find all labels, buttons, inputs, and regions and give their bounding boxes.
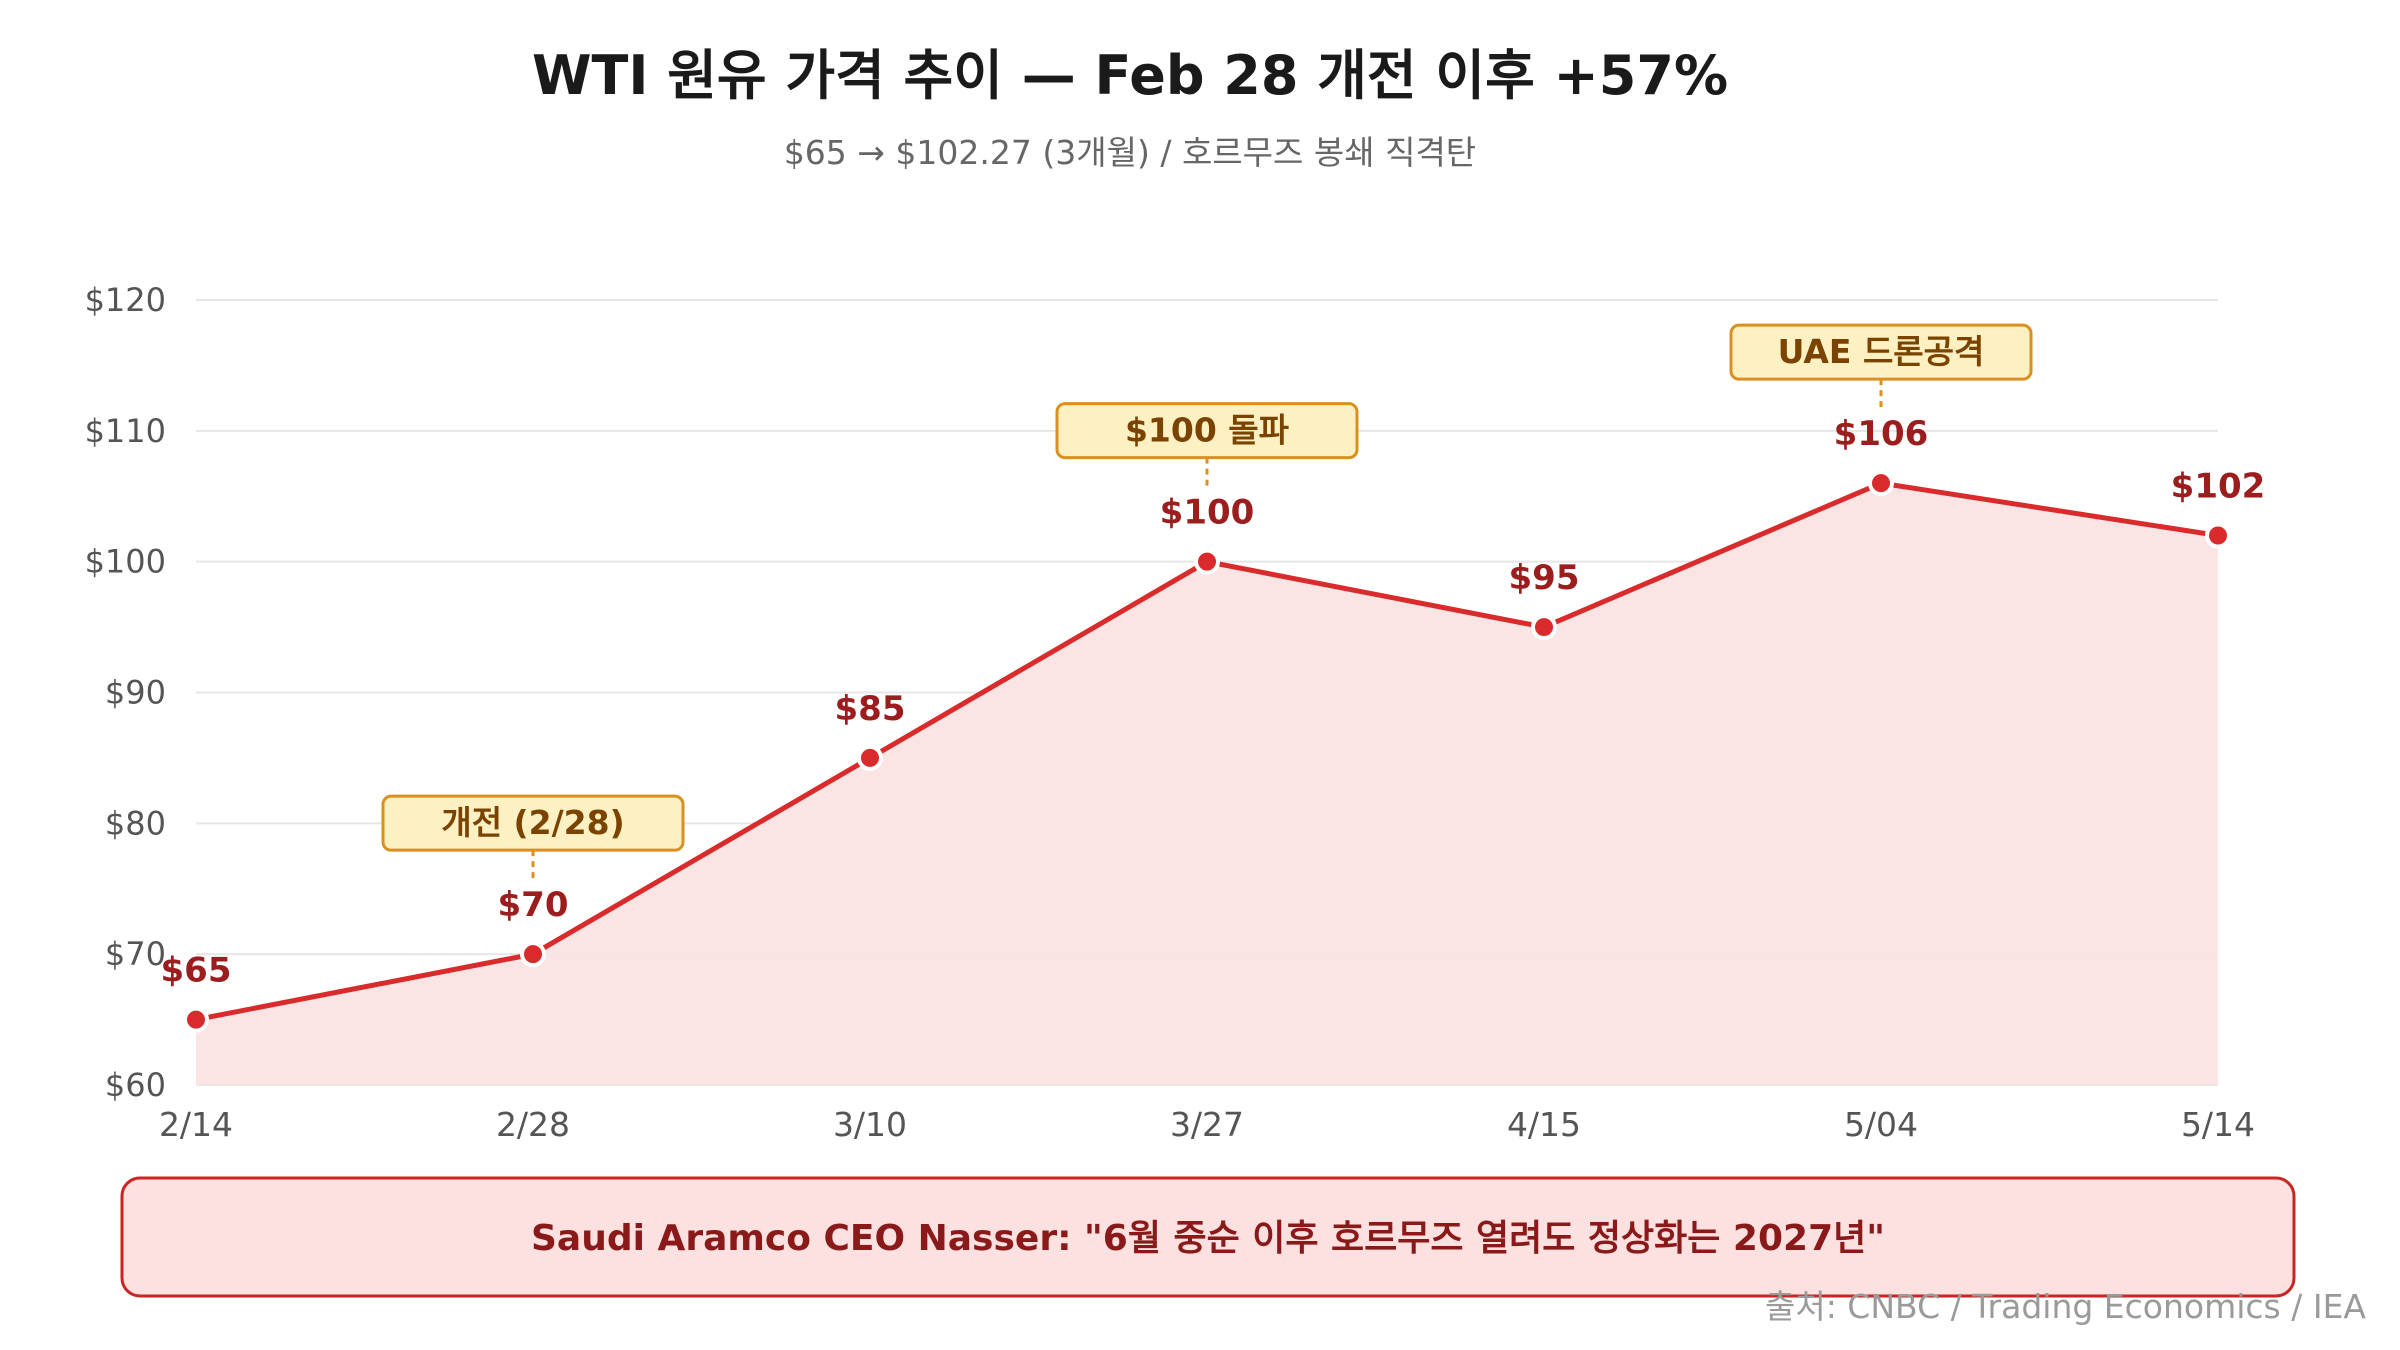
data-point	[2205, 522, 2231, 549]
data-point	[183, 1006, 209, 1033]
y-tick-label: $60	[105, 1066, 166, 1104]
x-tick-label: 5/14	[2181, 1105, 2255, 1144]
y-tick-label: $120	[85, 281, 166, 319]
annotation-box	[381, 794, 685, 852]
data-label: $95	[1509, 558, 1580, 598]
x-tick-label: 4/15	[1507, 1105, 1581, 1144]
data-label: $65	[161, 951, 232, 991]
data-point	[1194, 548, 1220, 575]
y-axis-ticks: $60 $70 $80 $90 $100 $110 $120	[85, 281, 166, 1104]
chart-title: WTI 원유 가격 추이 — Feb 28 개전 이후 +57%	[532, 44, 1728, 107]
source-text: 출처: CNBC / Trading Economics / IEA	[1765, 1287, 2366, 1326]
data-label: $102	[2171, 467, 2266, 507]
data-label: $85	[835, 689, 906, 729]
annotations: 개전 (2/28) $100 돌파 UAE 드론공격	[381, 323, 2033, 883]
area-fill	[196, 483, 2218, 1086]
annotation-box	[1729, 323, 2033, 381]
data-point	[1531, 614, 1557, 641]
data-point	[520, 941, 546, 968]
x-tick-label: 3/10	[833, 1105, 907, 1144]
annotation-box	[1055, 402, 1359, 460]
data-label: $100	[1160, 493, 1255, 533]
data-points	[183, 470, 2231, 1033]
annotation-label: UAE 드론공격	[1778, 332, 1985, 371]
x-tick-label: 2/14	[159, 1105, 233, 1144]
y-tick-label: $100	[85, 543, 166, 581]
data-point	[1868, 470, 1894, 497]
y-tick-label: $80	[105, 804, 166, 842]
data-point	[857, 744, 883, 771]
chart-subtitle: $65 → $102.27 (3개월) / 호르무즈 봉쇄 직격탄	[784, 133, 1476, 172]
quote-box	[120, 1176, 2296, 1298]
y-tick-label: $90	[105, 674, 166, 712]
x-axis-ticks: 2/14 2/28 3/10 3/27 4/15 5/04 5/14	[159, 1105, 2255, 1144]
data-label: $70	[498, 885, 569, 925]
x-tick-label: 3/27	[1170, 1105, 1244, 1144]
x-tick-label: 2/28	[496, 1105, 570, 1144]
data-label: $106	[1834, 414, 1929, 454]
data-labels: $65 $70 $85 $100 $95 $106 $102	[161, 414, 2266, 990]
annotation-label: $100 돌파	[1125, 411, 1290, 450]
x-tick-label: 5/04	[1844, 1105, 1918, 1144]
quote-text: Saudi Aramco CEO Nasser: "6월 중순 이후 호르무즈 …	[531, 1218, 1885, 1259]
annotation-label: 개전 (2/28)	[441, 803, 624, 842]
y-tick-label: $70	[105, 935, 166, 973]
y-tick-label: $110	[85, 412, 166, 450]
area-fill-shape	[196, 483, 2218, 1086]
